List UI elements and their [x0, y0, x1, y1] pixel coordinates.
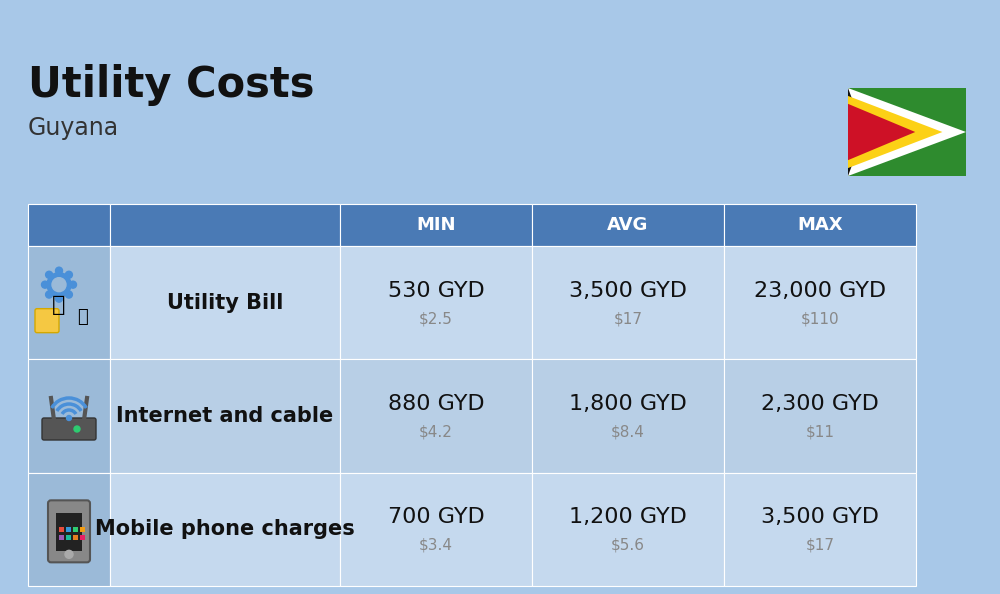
- Bar: [724, 204, 916, 246]
- Circle shape: [52, 277, 66, 292]
- Bar: [724, 473, 916, 586]
- Polygon shape: [848, 96, 942, 168]
- Text: 23,000 GYD: 23,000 GYD: [754, 281, 886, 301]
- Circle shape: [65, 291, 72, 298]
- Text: $8.4: $8.4: [611, 425, 645, 440]
- Bar: [73, 527, 78, 532]
- Polygon shape: [848, 104, 915, 160]
- Bar: [80, 527, 85, 532]
- Text: $4.2: $4.2: [419, 425, 453, 440]
- Text: $5.6: $5.6: [611, 538, 645, 553]
- Text: $17: $17: [806, 538, 834, 553]
- Text: 1,200 GYD: 1,200 GYD: [569, 507, 687, 527]
- Polygon shape: [848, 88, 865, 176]
- Circle shape: [74, 426, 80, 432]
- Bar: [110, 473, 340, 586]
- Text: 700 GYD: 700 GYD: [388, 507, 484, 527]
- Text: $110: $110: [801, 311, 839, 326]
- Bar: [80, 535, 85, 541]
- Polygon shape: [848, 88, 966, 176]
- Circle shape: [46, 271, 53, 278]
- Bar: [532, 359, 724, 473]
- Text: Guyana: Guyana: [28, 116, 119, 140]
- Bar: [110, 204, 340, 246]
- Bar: [532, 473, 724, 586]
- Text: 🚿: 🚿: [78, 308, 88, 326]
- Text: 880 GYD: 880 GYD: [388, 394, 484, 414]
- Circle shape: [46, 291, 53, 298]
- Circle shape: [70, 281, 76, 288]
- Circle shape: [65, 271, 72, 278]
- Text: Utility Costs: Utility Costs: [28, 64, 314, 106]
- Bar: [340, 359, 532, 473]
- Bar: [28, 473, 110, 586]
- Circle shape: [56, 267, 62, 274]
- Text: 2,300 GYD: 2,300 GYD: [761, 394, 879, 414]
- Bar: [66, 535, 71, 541]
- Bar: [848, 88, 966, 176]
- Bar: [532, 204, 724, 246]
- Bar: [59, 535, 64, 541]
- Bar: [56, 513, 82, 551]
- Bar: [59, 527, 64, 532]
- Text: 3,500 GYD: 3,500 GYD: [569, 281, 687, 301]
- Circle shape: [65, 550, 73, 558]
- Bar: [66, 527, 71, 532]
- Bar: [340, 246, 532, 359]
- FancyBboxPatch shape: [48, 500, 90, 563]
- Bar: [724, 246, 916, 359]
- Bar: [340, 473, 532, 586]
- Text: Utility Bill: Utility Bill: [167, 293, 283, 312]
- Bar: [28, 359, 110, 473]
- Text: MIN: MIN: [416, 216, 456, 234]
- Text: 👤: 👤: [52, 295, 66, 315]
- Text: $3.4: $3.4: [419, 538, 453, 553]
- Text: MAX: MAX: [797, 216, 843, 234]
- Circle shape: [47, 273, 71, 296]
- Bar: [110, 246, 340, 359]
- Circle shape: [56, 295, 62, 302]
- Text: 1,800 GYD: 1,800 GYD: [569, 394, 687, 414]
- Text: $17: $17: [614, 311, 642, 326]
- Circle shape: [66, 415, 72, 421]
- Bar: [73, 535, 78, 541]
- Bar: [340, 204, 532, 246]
- Bar: [28, 246, 110, 359]
- FancyBboxPatch shape: [35, 309, 59, 333]
- Text: 3,500 GYD: 3,500 GYD: [761, 507, 879, 527]
- Bar: [110, 359, 340, 473]
- FancyBboxPatch shape: [42, 418, 96, 440]
- Bar: [28, 204, 110, 246]
- Bar: [532, 246, 724, 359]
- Text: Internet and cable: Internet and cable: [116, 406, 334, 426]
- Text: AVG: AVG: [607, 216, 649, 234]
- Circle shape: [42, 281, 48, 288]
- Text: $11: $11: [806, 425, 834, 440]
- Text: 530 GYD: 530 GYD: [388, 281, 484, 301]
- Bar: [724, 359, 916, 473]
- Text: $2.5: $2.5: [419, 311, 453, 326]
- Text: Mobile phone charges: Mobile phone charges: [95, 519, 355, 539]
